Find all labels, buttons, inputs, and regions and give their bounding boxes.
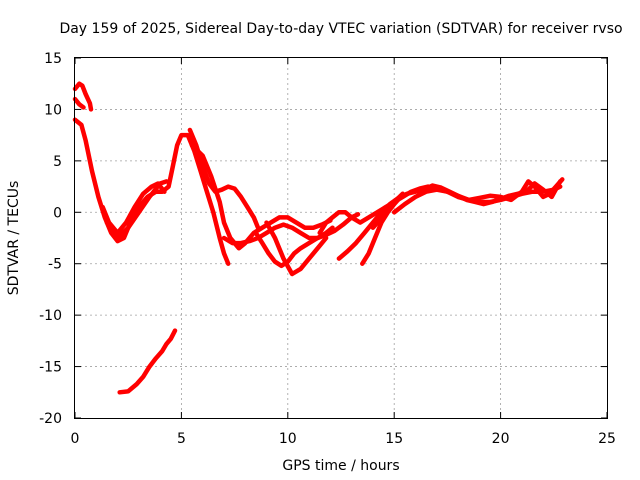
series-line-arc-b [72, 96, 86, 110]
y-tick-label: -5 [48, 257, 62, 273]
x-tick-label: 10 [279, 431, 297, 447]
series-line-arc-f [187, 127, 261, 230]
series-line-arc-o [391, 177, 565, 215]
x-tick-label: 15 [385, 431, 403, 447]
y-axis-ticks: 15 10 5 0 -5 -10 -15 -20 [39, 51, 607, 427]
x-tick-label: 25 [598, 431, 616, 447]
series-line-arc-g [189, 143, 333, 251]
series-line-arc-c [72, 117, 231, 266]
y-tick-label: 5 [53, 154, 62, 170]
y-tick-label: 15 [44, 51, 62, 67]
y-tick-label: -10 [39, 308, 62, 324]
series-line-arc-p [117, 328, 178, 395]
data-series [72, 81, 565, 395]
y-tick-label: -20 [39, 411, 62, 427]
x-tick-label: 5 [177, 431, 186, 447]
y-tick-label: 0 [53, 205, 62, 221]
y-tick-label: -15 [39, 360, 62, 376]
series-line-arc-h [221, 212, 361, 246]
x-tick-label: 0 [71, 431, 80, 447]
y-axis-label: SDTVAR / TECUs [6, 181, 22, 296]
chart-title: Day 159 of 2025, Sidereal Day-to-day VTE… [59, 21, 622, 37]
plot-frame [74, 57, 608, 419]
x-axis-label: GPS time / hours [282, 458, 399, 474]
x-axis-ticks: 0 5 10 15 20 25 [71, 58, 616, 447]
y-tick-label: 10 [44, 102, 62, 118]
series-line-arc-j [264, 220, 329, 277]
series-line-arc-e [104, 179, 169, 241]
grid-lines [75, 58, 607, 418]
series-line-arc-n [370, 191, 405, 230]
series-line-arc-a [72, 81, 94, 112]
x-tick-label: 20 [492, 431, 510, 447]
series-line-arc-i [253, 225, 335, 269]
